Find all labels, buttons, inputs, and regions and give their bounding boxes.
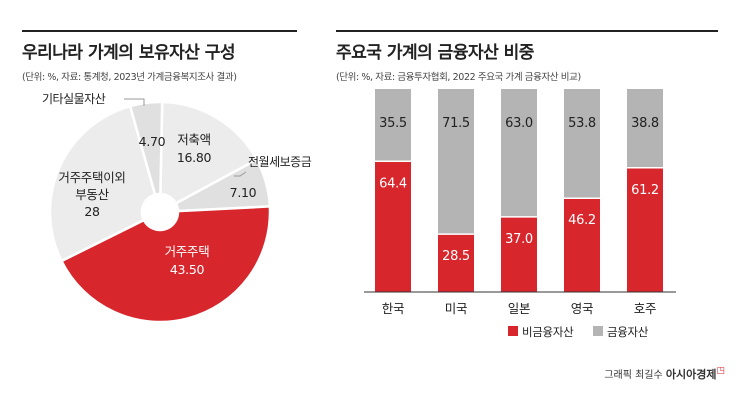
pie-label-other-realestate: 거주주택이외 부동산 28 [58, 170, 125, 219]
bar-financial-0 [375, 89, 411, 162]
pie-label-other-assets-value: 4.70 [139, 134, 166, 149]
bar-financial-2 [501, 89, 537, 217]
bar-chart-title: 주요국 가계의 금융자산 비중 [336, 43, 534, 63]
bar-nonfinancial-1 [438, 234, 474, 292]
legend-label-financial: 금융자산 [607, 325, 649, 339]
bar-label-financial-3: 53.8 [568, 116, 596, 131]
bar-label-financial-4: 38.8 [631, 116, 659, 131]
bar-nonfinancial-4 [627, 167, 663, 292]
x-tick-label-4: 호주 [634, 301, 656, 316]
pie-leader-other-assets [124, 98, 145, 106]
brand-mark-icon: ◳ [716, 366, 725, 376]
bar-nonfinancial-3 [564, 198, 600, 292]
bar-label-financial-2: 63.0 [505, 116, 533, 131]
bar-label-nonfinancial-3: 46.2 [568, 213, 596, 228]
bar-financial-4 [627, 89, 663, 168]
bar-label-nonfinancial-2: 37.0 [505, 232, 533, 247]
credit-prefix: 그래픽 최길수 [604, 370, 663, 381]
bar-chart-subtitle: (단위: %, 자료: 금융투자협회, 2022 주요국 가계 금융자산 비교) [336, 72, 581, 83]
pie-leader-deposit [234, 171, 247, 177]
left-panel: 우리나라 가계의 보유자산 구성 (단위: %, 자료: 통계청, 2023년 … [22, 30, 297, 83]
pie-center-hole [142, 194, 178, 230]
bar-label-nonfinancial-4: 61.2 [631, 183, 659, 198]
pie-label-savings: 저축액 16.80 [177, 132, 212, 165]
pie-chart-subtitle: (단위: %, 자료: 통계청, 2023년 가계금융복지조사 결과) [22, 72, 237, 83]
credit-brand: 아시아경제 [665, 368, 717, 381]
bar-financial-3 [564, 89, 600, 199]
bar-nonfinancial-2 [501, 216, 537, 292]
x-tick-label-2: 일본 [508, 301, 530, 316]
pie-label-home: 거주주택 43.50 [165, 244, 210, 277]
title-rule [22, 30, 297, 32]
bar-label-nonfinancial-1: 28.5 [442, 249, 470, 264]
pie-chart-title: 우리나라 가계의 보유자산 구성 [22, 43, 236, 63]
bar-nonfinancial-0 [375, 161, 411, 292]
credit: 그래픽 최길수 아시아경제◳ [604, 366, 725, 382]
bar-label-nonfinancial-0: 64.4 [379, 176, 407, 191]
legend-label-nonfinancial: 비금융자산 [522, 325, 574, 339]
pie-label-deposit: 전월세보증금 [248, 155, 312, 169]
bar-label-financial-0: 35.5 [379, 116, 407, 131]
right-panel: 주요국 가계의 금융자산 비중 (단위: %, 자료: 금융투자협회, 2022… [336, 30, 718, 83]
bar-financial-1 [438, 89, 474, 235]
x-tick-label-3: 영국 [571, 301, 593, 316]
x-tick-label-1: 미국 [445, 301, 467, 316]
x-tick-label-0: 한국 [382, 301, 404, 316]
legend-swatch-nonfinancial [508, 326, 518, 336]
pie-label-other-assets: 기타실물자산 [42, 92, 106, 106]
bar-label-financial-1: 71.5 [442, 116, 470, 131]
pie-label-deposit-value: 7.10 [230, 185, 257, 200]
legend-swatch-financial [593, 326, 603, 336]
title-rule [336, 30, 718, 32]
